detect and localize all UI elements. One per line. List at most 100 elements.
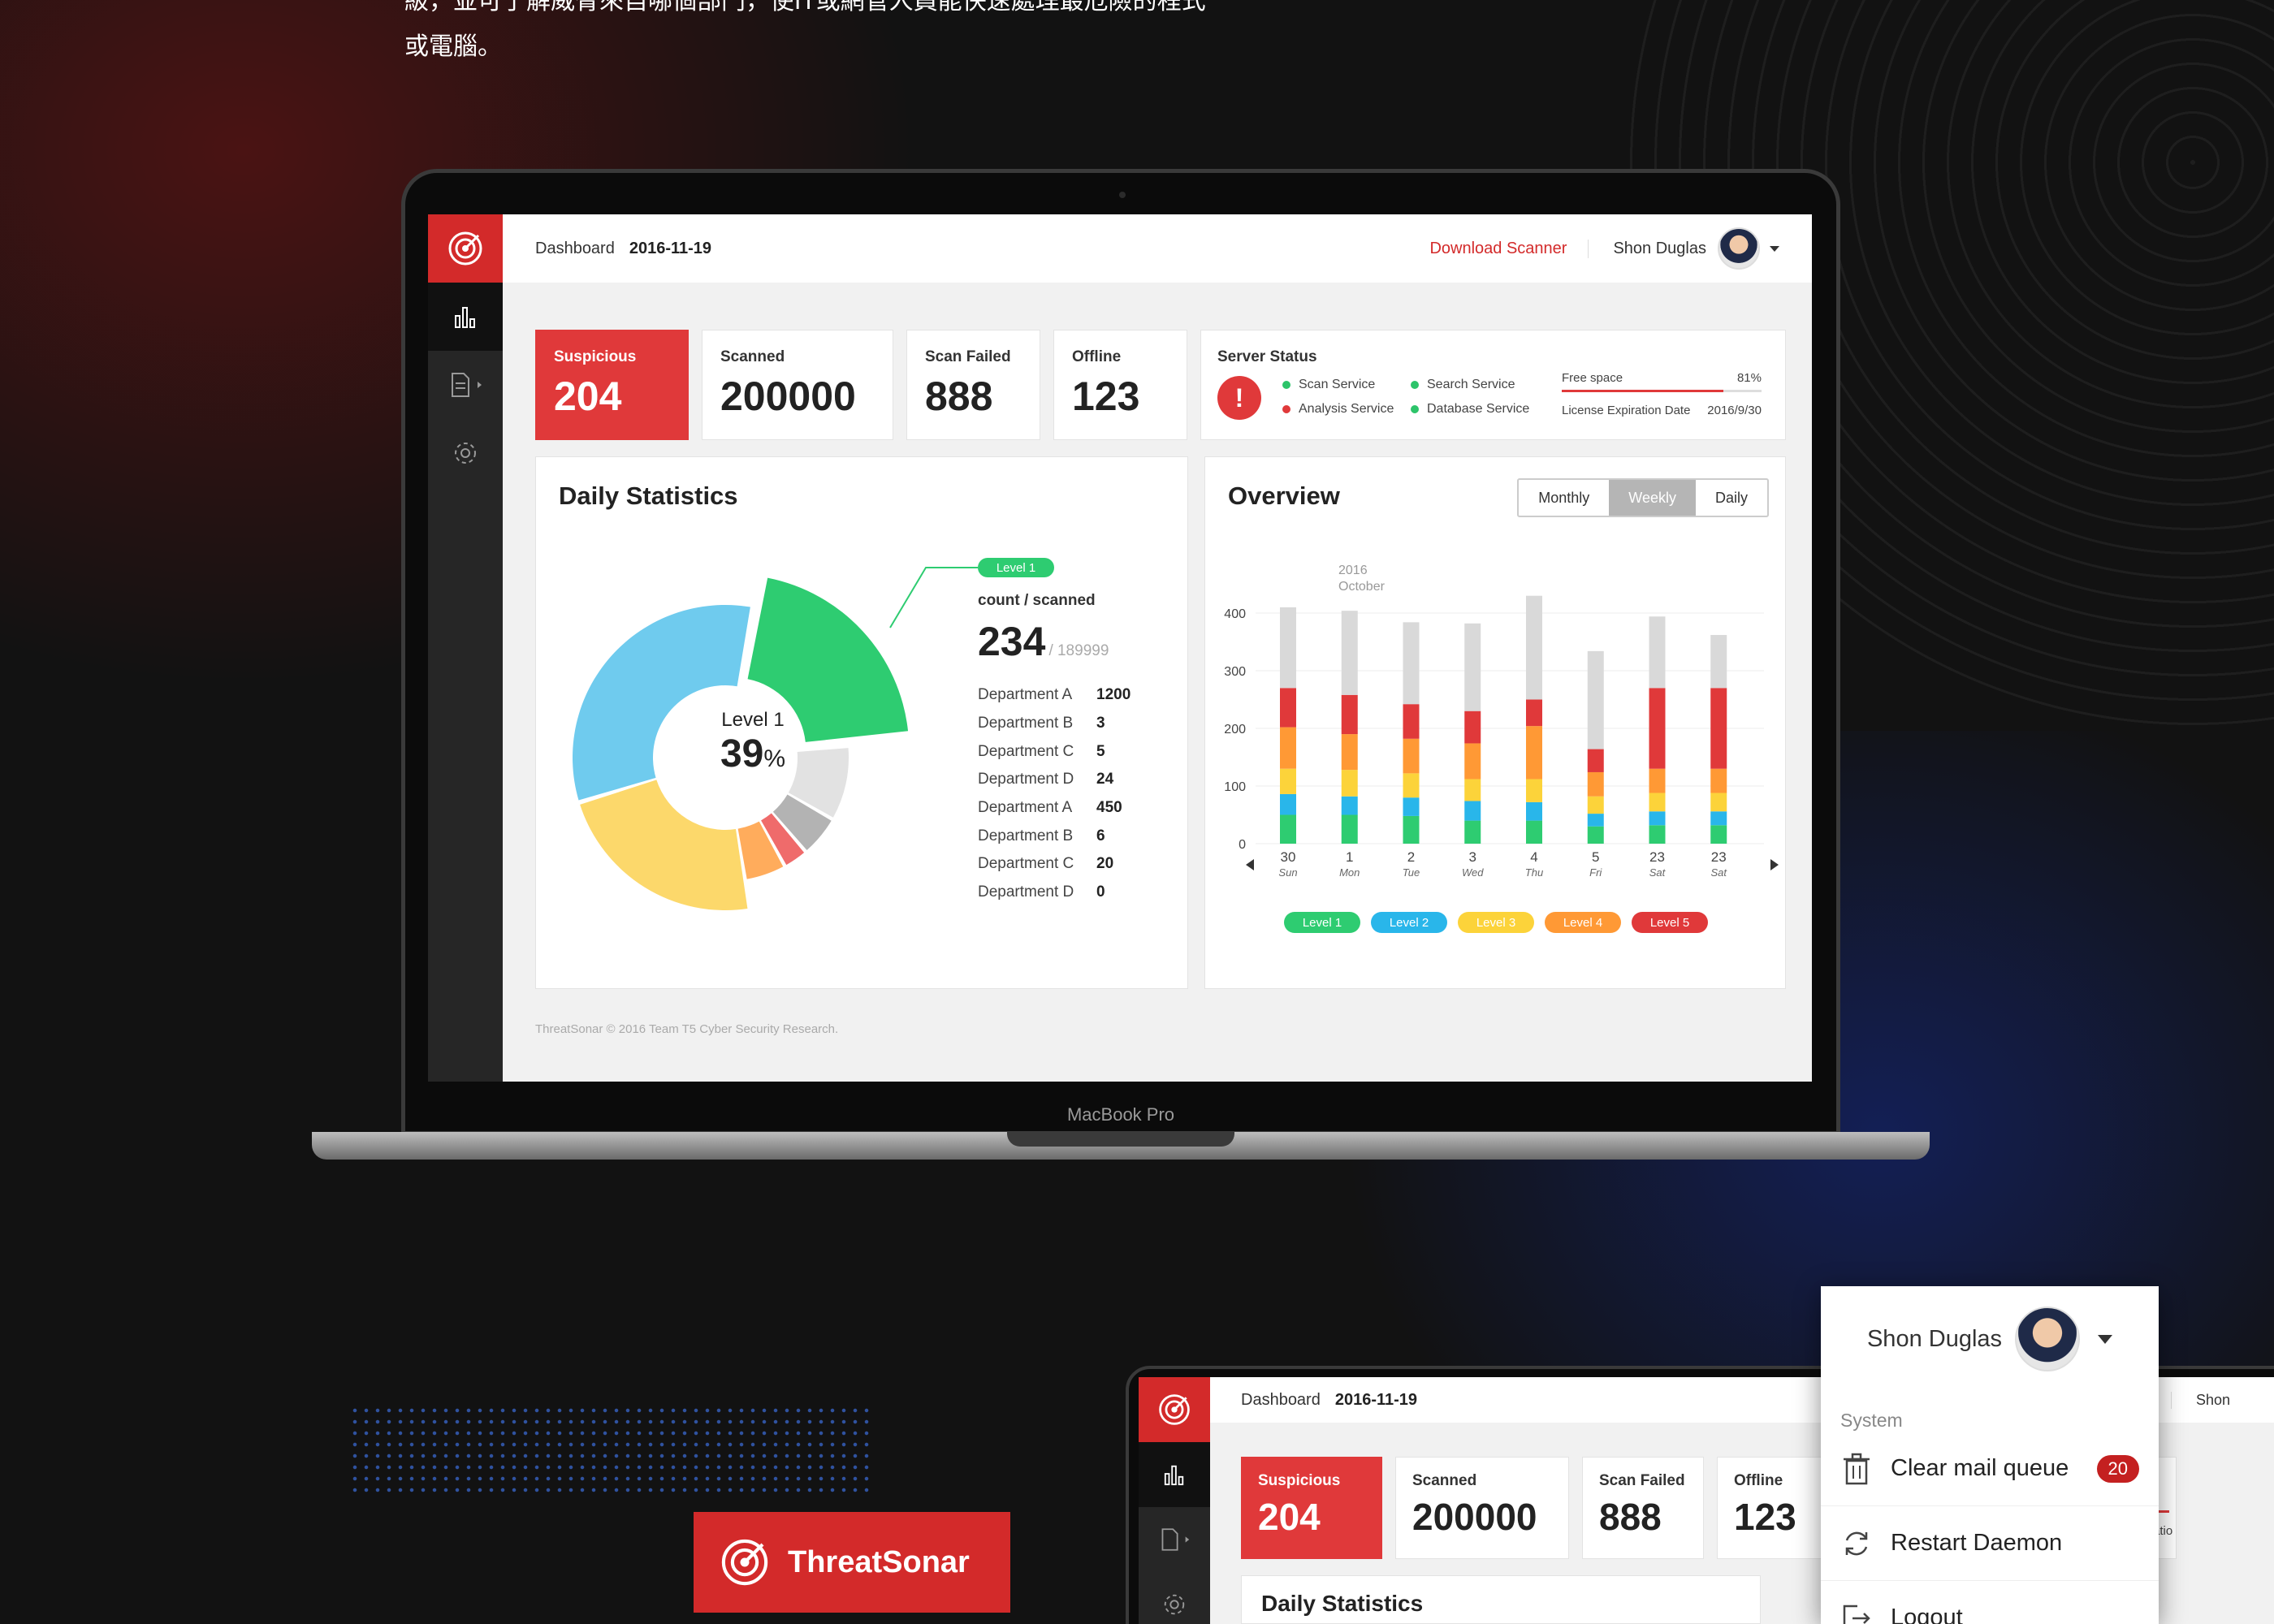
bar-segment[interactable] [1526, 726, 1542, 780]
bar-segment[interactable] [1587, 650, 1604, 749]
sidebar-item-settings[interactable] [1139, 1572, 1210, 1624]
bar-segment[interactable] [1280, 793, 1296, 815]
donut-slice[interactable] [747, 577, 909, 742]
bar-segment[interactable] [1710, 825, 1727, 844]
donut-slice[interactable] [580, 780, 748, 910]
bar-segment[interactable] [1526, 820, 1542, 844]
stat-offline[interactable]: Offline 123 [1717, 1457, 1839, 1559]
x-tick-label: 3 [1469, 849, 1476, 865]
bar-segment[interactable] [1649, 688, 1666, 769]
legend-label: Level 2 [1390, 916, 1429, 930]
bar-segment[interactable] [1526, 699, 1542, 727]
bar-segment[interactable] [1649, 811, 1666, 826]
bar-segment[interactable] [1587, 814, 1604, 827]
alert-icon[interactable]: ! [1217, 376, 1261, 420]
tab-daily[interactable]: Daily [1714, 489, 1748, 506]
donut-slice[interactable] [761, 813, 805, 866]
bar-segment[interactable] [1710, 811, 1727, 826]
bar-segment[interactable] [1280, 814, 1296, 844]
bar-segment[interactable] [1403, 797, 1420, 816]
bar-segment[interactable] [1464, 623, 1481, 711]
bar-segment[interactable] [1403, 738, 1420, 774]
chevron-down-icon[interactable] [1770, 245, 1779, 252]
stat-offline[interactable]: Offline 123 [1053, 330, 1187, 440]
bar-segment[interactable] [1710, 768, 1727, 793]
bar-segment[interactable] [1710, 793, 1727, 812]
bar-segment[interactable] [1526, 801, 1542, 821]
tab-monthly[interactable]: Monthly [1538, 489, 1590, 506]
breadcrumb[interactable]: Dashboard [535, 239, 615, 257]
chevron-right-icon[interactable] [1770, 859, 1779, 870]
bar-segment[interactable] [1649, 768, 1666, 793]
bar-segment[interactable] [1649, 825, 1666, 844]
x-tick-sublabel: Mon [1339, 866, 1360, 879]
bar-segment[interactable] [1464, 779, 1481, 801]
bar-segment[interactable] [1341, 770, 1358, 797]
bar-segment[interactable] [1526, 595, 1542, 700]
bar-segment[interactable] [1341, 694, 1358, 735]
status-dot [1411, 381, 1419, 389]
bar-segment[interactable] [1341, 734, 1358, 771]
bar-segment[interactable] [1280, 727, 1296, 769]
avatar[interactable] [1718, 227, 1760, 270]
stat-scan-failed[interactable]: Scan Failed 888 [906, 330, 1040, 440]
bar-segment[interactable] [1464, 710, 1481, 744]
logo[interactable] [428, 214, 503, 283]
user-name[interactable]: Shon Duglas [1613, 239, 1706, 257]
bar-segment[interactable] [1710, 688, 1727, 769]
menu-item-clear-mail-queue[interactable]: Clear mail queue 20 [1821, 1432, 2159, 1506]
donut-slice[interactable] [788, 748, 849, 818]
stat-scan-failed[interactable]: Scan Failed 888 [1582, 1457, 1704, 1559]
donut-slice[interactable] [573, 605, 750, 801]
bar-segment[interactable] [1341, 611, 1358, 695]
bar-segment[interactable] [1403, 704, 1420, 739]
sidebar-item-reports[interactable] [428, 351, 503, 419]
menu-item-logout[interactable]: Logout [1821, 1581, 2159, 1624]
stat-suspicious[interactable]: Suspicious 204 [535, 330, 689, 440]
bar-segment[interactable] [1587, 749, 1604, 772]
chevron-left-icon[interactable] [1246, 859, 1254, 870]
panel-title: Daily Statistics [1241, 1575, 1761, 1624]
bar-segment[interactable] [1403, 622, 1420, 705]
stat-suspicious[interactable]: Suspicious 204 [1241, 1457, 1382, 1559]
bar-segment[interactable] [1341, 796, 1358, 815]
bar-segment[interactable] [1649, 793, 1666, 812]
bar-segment[interactable] [1464, 743, 1481, 780]
donut-slice[interactable] [737, 821, 784, 879]
bar-segment[interactable] [1526, 779, 1542, 802]
legend-item[interactable] [1284, 912, 1360, 933]
menu-item-restart-daemon[interactable]: Restart Daemon [1821, 1506, 2159, 1581]
overview-panel: Overview Monthly Weekly Daily 0 100 200 300… [1204, 456, 1786, 989]
bar-segment[interactable] [1587, 796, 1604, 814]
logo[interactable] [1139, 1377, 1210, 1442]
legend-item[interactable] [1458, 912, 1534, 933]
legend-item[interactable] [1371, 912, 1447, 933]
sidebar-item-dashboard[interactable] [428, 283, 503, 351]
bar-segment[interactable] [1280, 607, 1296, 689]
brand-name: ThreatSonar [788, 1544, 970, 1579]
sidebar-item-reports[interactable] [1139, 1507, 1210, 1572]
sidebar-item-dashboard[interactable] [1139, 1442, 1210, 1507]
bar-segment[interactable] [1464, 820, 1481, 844]
legend-item[interactable] [1545, 912, 1621, 933]
dropdown-header[interactable]: Shon Duglas [1821, 1286, 2159, 1392]
stat-scanned[interactable]: Scanned 200000 [702, 330, 893, 440]
bar-segment[interactable] [1280, 688, 1296, 728]
bar-segment[interactable] [1341, 814, 1358, 844]
bar-segment[interactable] [1649, 616, 1666, 689]
bar-segment[interactable] [1587, 771, 1604, 797]
donut-slice[interactable] [772, 794, 832, 850]
legend-item[interactable] [1632, 912, 1708, 933]
stat-scanned[interactable]: Scanned 200000 [1395, 1457, 1569, 1559]
breadcrumb[interactable]: Dashboard [1241, 1390, 1321, 1409]
bar-segment[interactable] [1403, 815, 1420, 844]
download-scanner-link[interactable]: Download Scanner [1429, 239, 1589, 258]
bar-segment[interactable] [1464, 801, 1481, 821]
user-name[interactable]: Shon [2195, 1391, 2230, 1408]
tab-weekly[interactable]: Weekly [1609, 480, 1696, 516]
sidebar-item-settings[interactable] [428, 419, 503, 487]
bar-segment[interactable] [1280, 768, 1296, 794]
bar-segment[interactable] [1587, 826, 1604, 844]
bar-segment[interactable] [1403, 773, 1420, 798]
bar-segment[interactable] [1710, 634, 1727, 689]
